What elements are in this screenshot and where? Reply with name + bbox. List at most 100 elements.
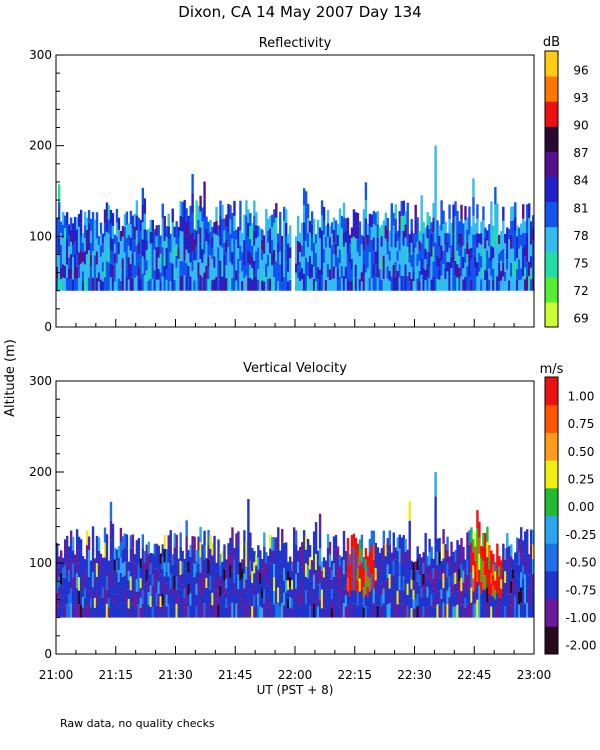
data-cell [179,546,182,561]
data-cell [402,230,405,246]
data-cell [384,568,388,581]
data-cell [197,590,200,605]
data-cell [275,604,278,618]
data-cell [147,554,151,568]
x-tick-label: 22:30 [397,668,432,682]
data-cell [398,589,401,604]
data-cell [450,268,453,280]
colorbar-label: 75 [573,257,588,271]
data-cell [129,549,133,563]
data-cell [482,206,485,221]
data-cell [328,269,332,280]
data-cell [530,279,533,291]
data-cell [289,566,292,577]
data-cell [338,249,342,264]
data-cell [69,241,73,255]
data-cell [374,264,378,278]
data-cell [466,532,469,547]
data-cell [87,563,91,578]
data-cell [63,591,67,605]
data-cell [289,258,292,269]
data-cell [259,238,262,249]
data-cell [151,564,154,575]
data-cell [308,232,312,245]
data-cell [412,580,415,590]
data-cell [474,589,477,604]
data-cell [93,219,97,232]
data-cell [296,561,300,573]
data-cell [520,279,523,291]
data-cell [364,182,368,201]
data-cell [410,242,413,255]
data-cell [105,589,109,604]
data-cell [416,229,419,242]
x-tick-label: 21:00 [39,668,74,682]
data-cell [454,583,457,596]
data-cell [318,548,322,566]
data-cell [105,575,109,590]
data-cell [424,227,427,239]
data-cell [95,212,99,226]
data-cell [458,256,461,268]
data-cell [245,200,248,216]
data-cell [267,597,270,608]
data-cell [155,236,158,248]
data-cell [177,578,180,589]
data-cell [183,598,186,608]
data-cell [354,264,358,278]
data-cell [306,578,310,592]
data-cell [354,225,358,239]
colorbar-label: 81 [573,201,588,215]
data-cell [442,237,445,251]
data-cell [392,575,395,590]
data-cell [75,558,79,574]
data-cell [61,277,65,291]
data-cell [412,589,415,600]
data-cell [436,538,439,552]
data-cell [332,604,336,618]
data-cell [147,567,151,580]
data-cell [167,277,170,291]
data-cell [350,590,354,604]
data-cell [233,547,236,560]
data-cell [376,264,380,278]
data-cell [388,240,391,251]
data-cell [414,233,417,248]
data-cell [474,603,477,618]
data-cell [398,264,401,278]
data-cell [468,603,471,618]
data-cell [434,544,437,570]
data-cell [438,246,441,258]
data-cell [356,592,360,606]
data-cell [386,278,390,291]
data-cell [336,268,340,280]
data-cell [428,538,431,552]
data-cell [239,215,242,231]
data-cell [306,261,310,277]
data-cell [61,577,65,588]
data-cell [404,604,407,618]
data-cell [167,252,170,266]
data-cell [187,550,190,562]
data-cell [113,605,117,618]
data-cell [452,204,455,219]
data-cell [336,582,340,594]
data-cell [498,555,501,567]
data-cell [376,224,380,238]
data-cell [380,257,384,269]
data-cell [155,247,158,258]
data-cell [187,240,190,254]
data-cell [145,556,149,569]
data-cell [314,234,318,244]
data-cell [526,204,529,219]
colorbar-segment [545,570,558,600]
data-cell [85,530,89,546]
data-cell [265,573,268,585]
data-cell [464,569,467,579]
data-cell [416,581,419,594]
data-cell [446,242,449,253]
data-cell [478,569,481,586]
data-cell [69,254,73,267]
data-cell [115,583,119,595]
data-cell [356,238,360,252]
